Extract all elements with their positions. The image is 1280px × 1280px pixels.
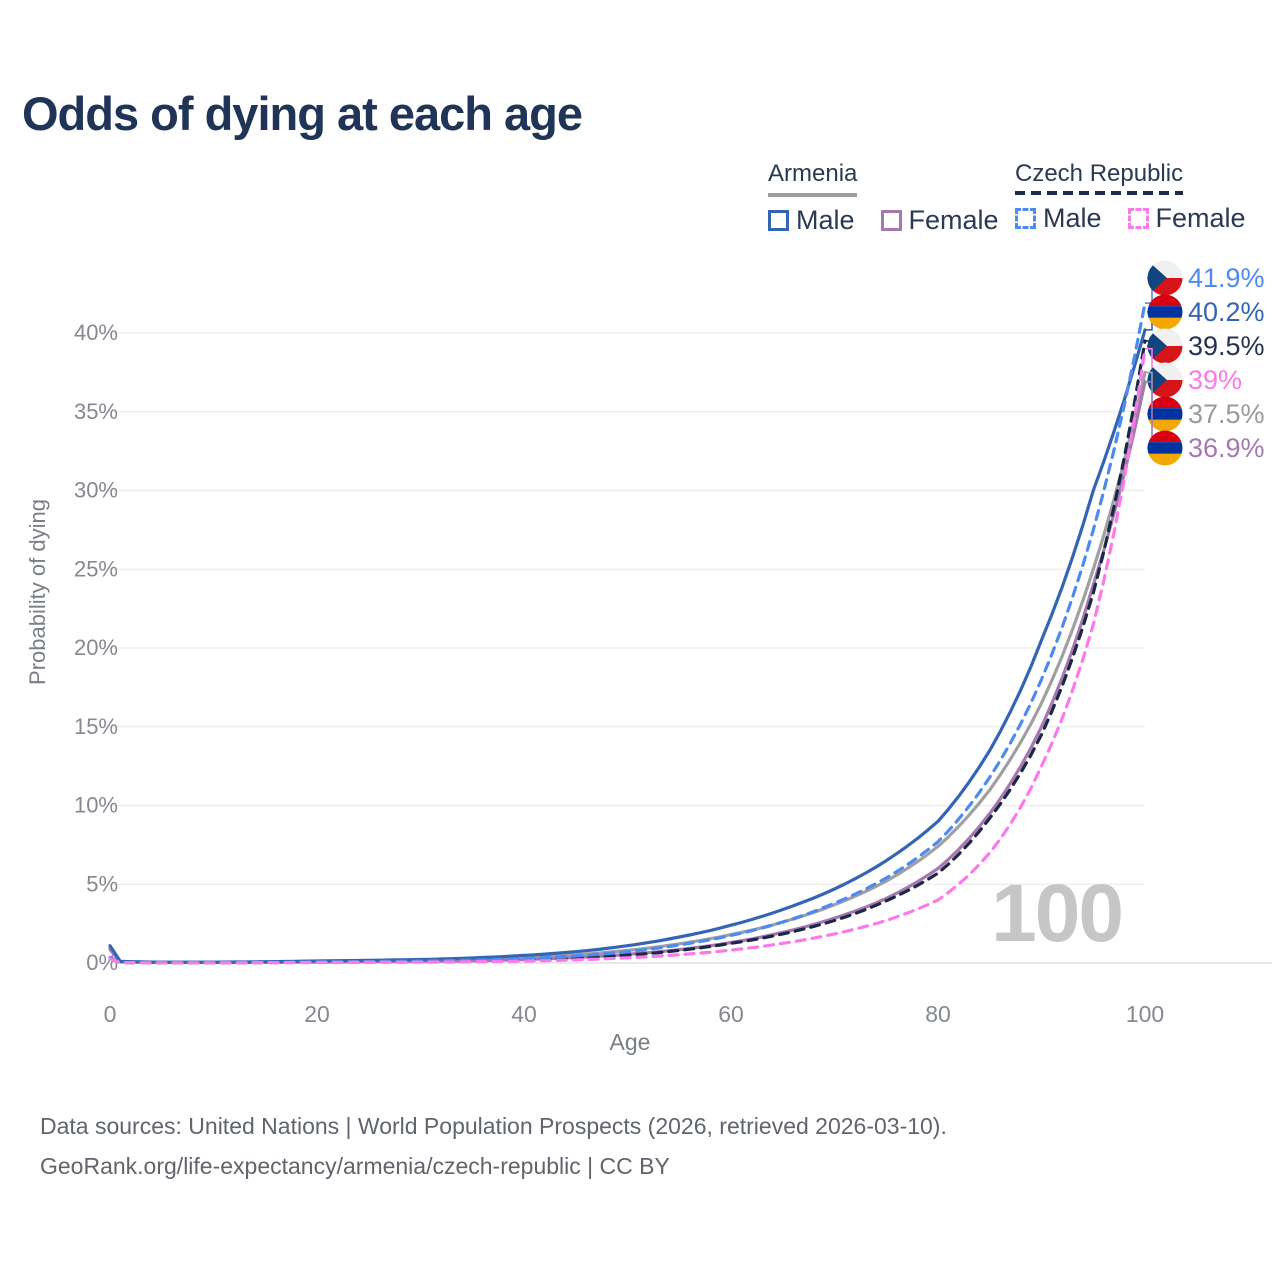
data-sources-text: Data sources: United Nations | World Pop… xyxy=(40,1113,947,1139)
age-watermark: 100 xyxy=(991,868,1122,959)
x-tick-label-100: 100 xyxy=(1126,1001,1164,1027)
legend-group-czech-republic: Czech Republic Male Female xyxy=(1015,160,1272,234)
series-line-czech-female[interactable] xyxy=(108,347,1147,965)
legend-label-armenia-male: Male xyxy=(796,205,855,235)
end-value-label-czech-female: 39% xyxy=(1188,365,1242,395)
y-tick-label-20: 20% xyxy=(74,635,118,660)
y-tick-label-15: 15% xyxy=(74,714,118,739)
armenia-flag-icon xyxy=(1147,294,1183,330)
series-line-armenia-male[interactable] xyxy=(108,328,1147,964)
legend-label-czech-male: Male xyxy=(1043,203,1102,233)
series-line-armenia-both[interactable] xyxy=(108,370,1147,964)
end-value-label-armenia-both: 37.5% xyxy=(1188,399,1265,429)
legend: Armenia Male Female Czech Republic Male xyxy=(0,160,1280,250)
x-tick-label-40: 40 xyxy=(511,1001,537,1027)
legend-group-armenia: Armenia Male Female xyxy=(768,160,1025,236)
y-tick-label-40: 40% xyxy=(74,320,118,345)
footer: Data sources: United Nations | World Pop… xyxy=(40,1106,947,1186)
x-tick-label-0: 0 xyxy=(104,1001,117,1027)
y-tick-label-10: 10% xyxy=(74,793,118,818)
y-tick-label-30: 30% xyxy=(74,478,118,503)
end-value-label-armenia-male: 40.2% xyxy=(1188,297,1265,327)
y-axis-title: Probability of dying xyxy=(25,499,50,685)
x-tick-label-80: 80 xyxy=(925,1001,951,1027)
series-line-czech-both[interactable] xyxy=(108,339,1147,965)
legend-country-armenia: Armenia xyxy=(768,160,858,197)
x-tick-label-20: 20 xyxy=(304,1001,330,1027)
series-line-czech-male[interactable] xyxy=(108,301,1147,965)
legend-label-armenia-female: Female xyxy=(908,205,999,235)
czech-republic-flag-icon xyxy=(1147,260,1183,296)
attribution-link-text[interactable]: GeoRank.org/life-expectancy/armenia/czec… xyxy=(40,1153,670,1179)
armenia-male-swatch-icon xyxy=(768,210,789,231)
legend-item-czech-female[interactable]: Female xyxy=(1127,203,1246,234)
legend-label-czech-female: Female xyxy=(1155,203,1246,233)
armenia-female-swatch-icon xyxy=(880,210,902,231)
page-title: Odds of dying at each age xyxy=(22,87,583,140)
y-tick-label-5: 5% xyxy=(86,871,118,896)
end-value-label-czech-male: 41.9% xyxy=(1188,263,1265,293)
x-tick-label-60: 60 xyxy=(718,1001,744,1027)
legend-item-czech-male[interactable]: Male xyxy=(1015,203,1102,234)
legend-item-armenia-male[interactable]: Male xyxy=(768,205,855,236)
end-value-label-armenia-female: 36.9% xyxy=(1188,433,1265,463)
x-axis-title: Age xyxy=(610,1029,651,1055)
legend-item-armenia-female[interactable]: Female xyxy=(880,205,999,236)
czech-female-swatch-icon xyxy=(1127,208,1149,229)
czech-male-swatch-icon xyxy=(1015,208,1036,229)
legend-country-czech-republic: Czech Republic xyxy=(1015,160,1184,195)
y-tick-label-25: 25% xyxy=(74,556,118,581)
armenia-flag-icon xyxy=(1147,430,1183,466)
armenia-flag-icon xyxy=(1147,396,1183,432)
series-line-armenia-female[interactable] xyxy=(108,380,1147,965)
end-value-label-czech-both: 39.5% xyxy=(1188,331,1265,361)
y-tick-label-35: 35% xyxy=(74,399,118,424)
